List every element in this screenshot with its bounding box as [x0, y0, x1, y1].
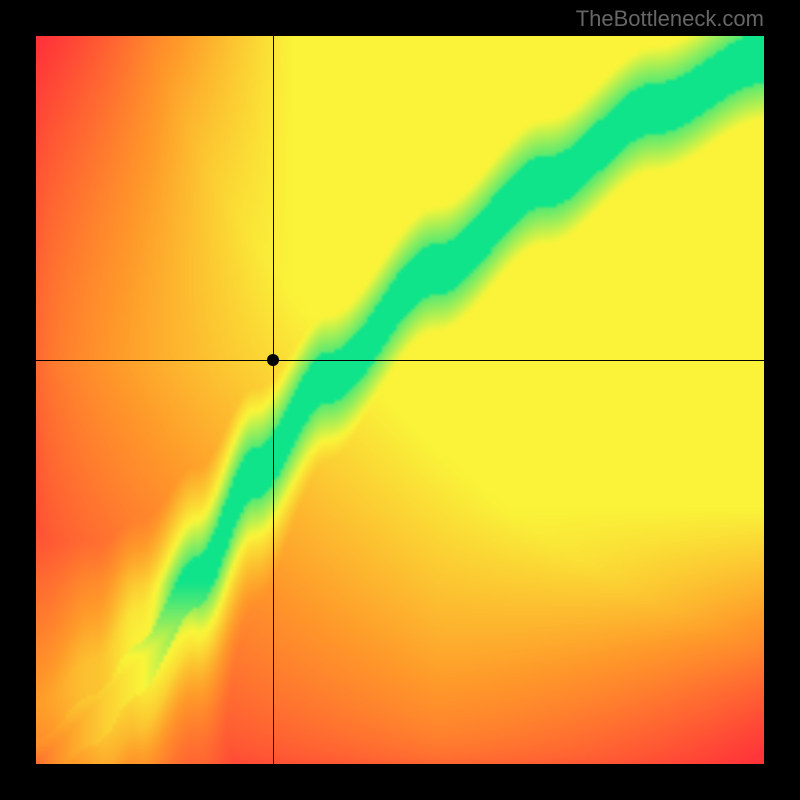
heatmap-canvas	[36, 36, 764, 764]
crosshair-marker	[267, 354, 279, 366]
crosshair-vertical	[273, 36, 274, 764]
watermark-text: TheBottleneck.com	[576, 6, 764, 32]
crosshair-horizontal	[36, 360, 764, 361]
heatmap-plot-area	[36, 36, 764, 764]
